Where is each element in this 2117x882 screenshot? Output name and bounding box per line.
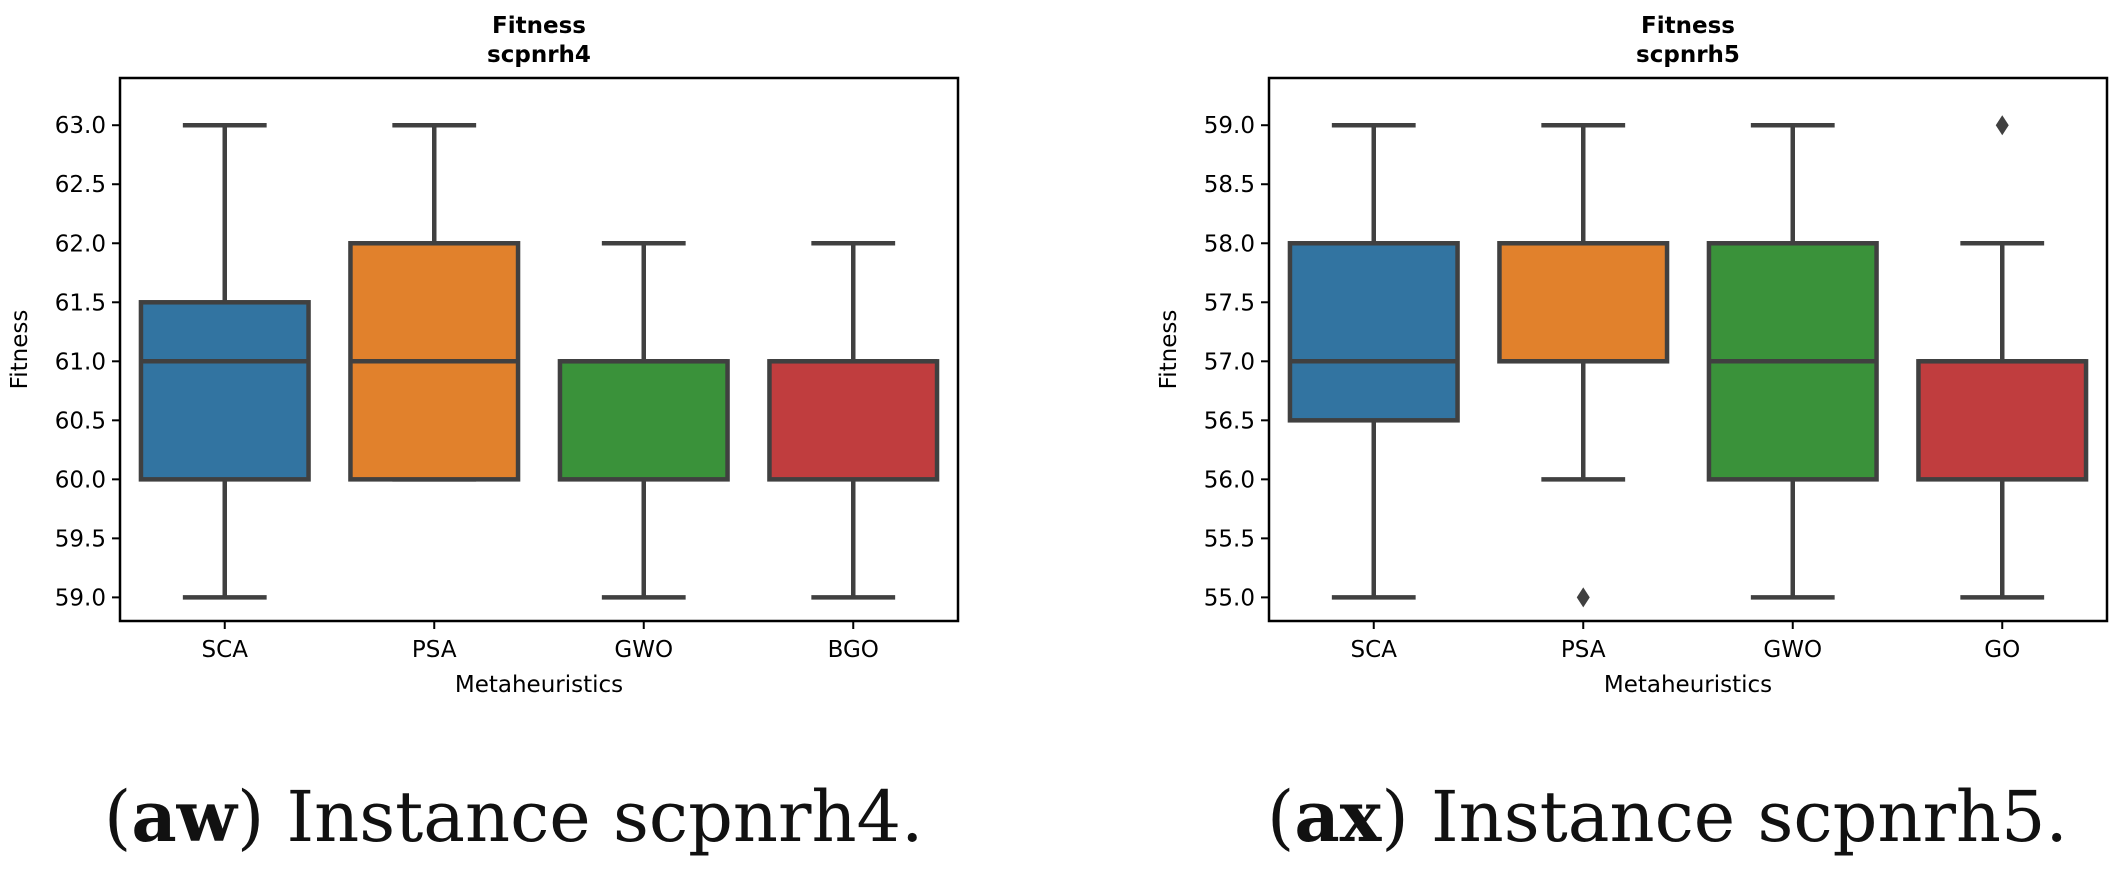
box-psa bbox=[1497, 241, 1670, 364]
y-tick-label: 55.5 bbox=[1204, 526, 1255, 552]
caption-aw: (aw) Instance scpnrh4. bbox=[104, 775, 924, 858]
caption-ax: (ax) Instance scpnrh5. bbox=[1267, 775, 2068, 858]
x-tick-label-go: GO bbox=[1984, 637, 2020, 663]
chart-panel-1: Fitness scpnrh4 59.0 59.5 60.0 60.5 61.0 61.5 62… bbox=[7, 13, 960, 698]
y-axis-label: Fitness bbox=[1156, 310, 1182, 390]
outlier-go bbox=[1995, 115, 2009, 136]
y-tick-label: 56.5 bbox=[1204, 408, 1255, 434]
box-go bbox=[1916, 359, 2089, 482]
x-axis-label: Metaheuristics bbox=[1604, 672, 1772, 698]
y-tick-label: 59.5 bbox=[55, 526, 106, 552]
x-axis-label: Metaheuristics bbox=[455, 672, 623, 698]
y-tick-label: 60.5 bbox=[55, 408, 106, 434]
y-tick-label: 60.0 bbox=[55, 467, 106, 493]
y-tick-label: 56.0 bbox=[1204, 467, 1255, 493]
x-tick-label-bgo: BGO bbox=[828, 637, 879, 663]
chart-subtitle: scpnrh5 bbox=[1636, 42, 1740, 68]
x-tick-label-psa: PSA bbox=[1561, 637, 1606, 663]
y-tick-label: 61.0 bbox=[55, 349, 106, 375]
y-tick-label: 58.0 bbox=[1204, 231, 1255, 257]
box-sca bbox=[138, 300, 311, 482]
axes-frame bbox=[118, 76, 960, 623]
y-axis-label: Fitness bbox=[7, 310, 33, 390]
box-gwo bbox=[557, 359, 730, 482]
outlier-psa bbox=[1576, 587, 1590, 608]
x-tick-label-psa: PSA bbox=[412, 637, 457, 663]
axes-frame bbox=[1267, 76, 2109, 623]
y-tick-label: 63.0 bbox=[55, 113, 106, 139]
y-tick-label: 59.0 bbox=[55, 585, 106, 611]
y-tick-label: 57.0 bbox=[1204, 349, 1255, 375]
y-tick-label: 62.0 bbox=[55, 231, 106, 257]
x-tick-label-sca: SCA bbox=[202, 637, 249, 663]
box-bgo bbox=[767, 359, 940, 482]
x-tick-label-gwo: GWO bbox=[614, 637, 673, 663]
y-tick-label: 59.0 bbox=[1204, 113, 1255, 139]
y-tick-label: 58.5 bbox=[1204, 172, 1255, 198]
y-tick-label: 55.0 bbox=[1204, 585, 1255, 611]
y-tick-label: 62.5 bbox=[55, 172, 106, 198]
x-tick-label-sca: SCA bbox=[1351, 637, 1398, 663]
chart-panel-2: Fitness scpnrh5 55.0 55.5 56.0 56.5 57.0 57.5 58… bbox=[1156, 13, 2109, 698]
box-sca bbox=[1287, 241, 1460, 423]
chart-title: Fitness bbox=[492, 13, 586, 39]
chart-title: Fitness bbox=[1641, 13, 1735, 39]
chart-subtitle: scpnrh4 bbox=[487, 42, 591, 68]
x-tick-label-gwo: GWO bbox=[1763, 637, 1822, 663]
y-tick-label: 61.5 bbox=[55, 290, 106, 316]
y-tick-label: 57.5 bbox=[1204, 290, 1255, 316]
